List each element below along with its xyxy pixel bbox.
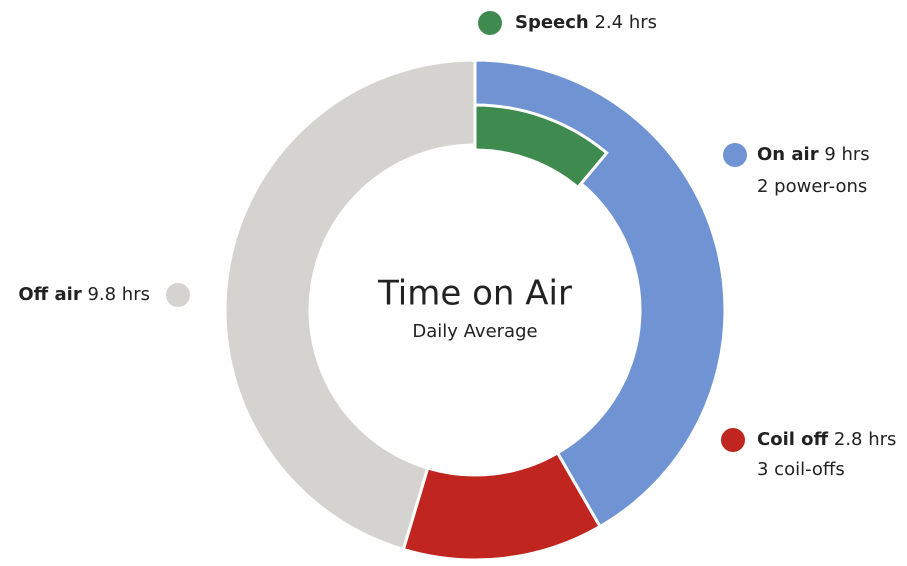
legend-value: 9 hrs: [824, 144, 869, 165]
inner-slice: [473, 103, 609, 190]
legend-dot: [721, 428, 745, 452]
legend-name: Off air: [18, 284, 81, 305]
legend-dot: [478, 11, 502, 35]
legend-label: On air 9 hrs: [757, 144, 870, 165]
legend-name: Speech: [515, 12, 589, 33]
legend-name: On air: [757, 144, 819, 165]
legend-label: Speech 2.4 hrs: [515, 12, 657, 33]
legend-note: 2 power-ons: [757, 176, 867, 197]
legend-label: Coil off 2.8 hrs: [757, 429, 896, 450]
legend-value: 2.4 hrs: [594, 12, 657, 33]
legend-value: 9.8 hrs: [87, 284, 150, 305]
legend-dot: [723, 143, 747, 167]
donut-slice: [473, 58, 727, 529]
legend-value: 2.8 hrs: [834, 429, 897, 450]
legend-label: Off air 9.8 hrs: [18, 284, 150, 305]
legend-name: Coil off: [757, 429, 829, 450]
chart-subtitle: Daily Average: [412, 321, 537, 342]
donut-slice: [223, 58, 477, 552]
legend-note: 3 coil-offs: [757, 459, 845, 480]
chart-title: Time on Air: [377, 274, 572, 314]
legend-dot: [166, 283, 190, 307]
